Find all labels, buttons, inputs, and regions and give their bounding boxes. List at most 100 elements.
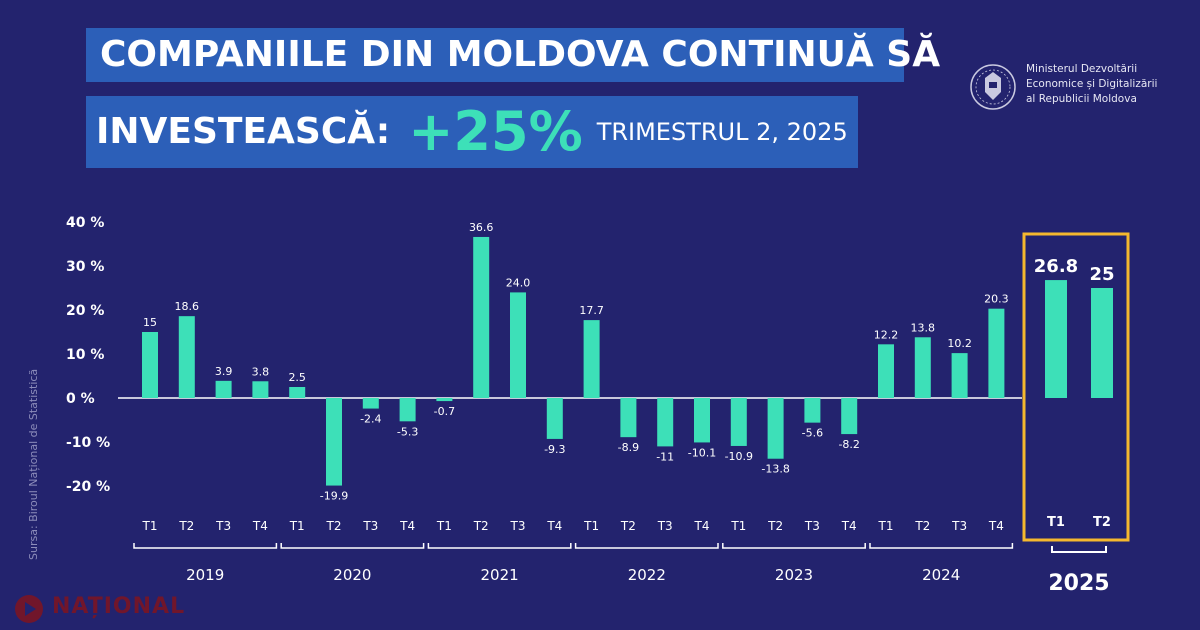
bar xyxy=(436,398,453,402)
x-tick-label: T3 xyxy=(951,519,967,533)
bar xyxy=(473,236,490,398)
headline-text-1: COMPANIILE DIN MOLDOVA CONTINUĂ SĂ xyxy=(100,34,941,75)
watermark-play-icon xyxy=(15,595,43,623)
year-label: 2023 xyxy=(775,566,813,584)
coat-of-arms-icon xyxy=(970,64,1016,110)
year-label: 2020 xyxy=(333,566,371,584)
bar-value-label: -2.4 xyxy=(360,413,381,426)
x-tick-label: T2 xyxy=(620,519,636,533)
x-tick-label: T1 xyxy=(583,519,599,533)
bar xyxy=(252,381,269,398)
bar-value-label: 17.7 xyxy=(579,304,604,317)
bar xyxy=(657,398,674,447)
x-tick-label: T1 xyxy=(878,519,894,533)
bar xyxy=(694,398,710,443)
bar xyxy=(362,398,379,409)
year-bracket xyxy=(280,543,425,549)
bar-value-labels: 15 18.6 3.9 3.8 2.5 -19.9 -2.4 -5.3 -0.7 36.6 24.0… xyxy=(143,221,1115,503)
headline-percent: +25% xyxy=(408,100,583,163)
year-bracket xyxy=(869,543,1014,549)
bar-value-label: 18.6 xyxy=(175,300,200,313)
x-tick-label: T1 xyxy=(436,519,452,533)
bar-value-label: -10.9 xyxy=(725,450,753,463)
ministry-name: Ministerul Dezvoltării Economice și Digi… xyxy=(1026,62,1157,107)
bar-value-label: -5.6 xyxy=(802,427,823,440)
y-tick-label: 10 % xyxy=(66,347,104,363)
year-label: 2021 xyxy=(481,566,519,584)
ministry-name-line-1: Ministerul Dezvoltării xyxy=(1026,63,1138,75)
bar-value-label: 20.3 xyxy=(984,293,1009,306)
headline-text-2: INVESTEASCĂ: xyxy=(96,111,391,152)
ministry-name-line-2: Economice și Digitalizării xyxy=(1026,78,1158,90)
watermark: NAȚIONAL xyxy=(12,592,212,626)
bar xyxy=(620,398,637,438)
x-tick-label: T2 xyxy=(914,519,930,533)
x-tick-label: T1 xyxy=(142,519,158,533)
x-tick-label: T4 xyxy=(252,519,268,533)
bar-value-label: -8.9 xyxy=(618,441,639,454)
x-tick-label: T4 xyxy=(399,519,415,533)
bar xyxy=(730,398,747,446)
bar-value-label: -8.2 xyxy=(838,438,859,451)
bar xyxy=(546,398,563,439)
bar xyxy=(510,292,526,398)
bar xyxy=(988,308,1005,398)
x-tick-label: T1 xyxy=(289,519,305,533)
x-tick-label: T2 xyxy=(473,519,489,533)
y-tick-label: -20 % xyxy=(66,479,110,495)
bar xyxy=(1091,288,1113,398)
watermark-text: NAȚIONAL xyxy=(52,594,186,619)
y-tick-label: -10 % xyxy=(66,435,110,451)
x-tick-label: T1 xyxy=(1047,515,1065,530)
bar xyxy=(951,353,968,398)
x-tick-label: T2 xyxy=(326,519,342,533)
y-axis: 40 % 30 % 20 % 10 % 0 % -10 % -20 % xyxy=(66,215,110,495)
x-tick-label: T3 xyxy=(804,519,820,533)
year-label: 2025 xyxy=(1048,571,1109,596)
bar xyxy=(914,337,931,398)
year-bracket xyxy=(722,543,866,549)
x-tick-label: T3 xyxy=(362,519,378,533)
year-bracket xyxy=(1051,546,1107,553)
x-tick-label: T4 xyxy=(988,519,1004,533)
ministry-name-line-3: al Republicii Moldova xyxy=(1026,93,1137,105)
x-tick-label: T3 xyxy=(510,519,526,533)
x-axis: T1 T2 T3 T4 2019 T1 T2 T3 T4 2020 T1 T2 T3 T4 2021 T1 T2… xyxy=(133,515,1111,596)
bar xyxy=(878,344,894,398)
x-tick-label: T1 xyxy=(730,519,746,533)
bar xyxy=(178,316,195,398)
highlight-box-2025 xyxy=(1022,232,1130,542)
bar xyxy=(804,398,821,423)
bar xyxy=(289,387,306,398)
bar xyxy=(1045,280,1067,398)
x-tick-label: T3 xyxy=(657,519,673,533)
bar xyxy=(215,380,232,398)
bar-value-label: 24.0 xyxy=(506,276,531,289)
bars xyxy=(142,236,1113,486)
y-tick-label: 30 % xyxy=(66,259,104,275)
bar-value-label: 36.6 xyxy=(469,221,494,234)
bar-value-label: 3.8 xyxy=(252,365,270,378)
bar-value-label: 25 xyxy=(1089,264,1114,285)
x-tick-label: T2 xyxy=(1093,515,1111,530)
x-tick-label: T4 xyxy=(841,519,857,533)
y-tick-label: 40 % xyxy=(66,215,104,231)
y-tick-label: 20 % xyxy=(66,303,104,319)
bar xyxy=(767,398,784,459)
x-tick-label: T3 xyxy=(215,519,231,533)
bar-value-label: -19.9 xyxy=(320,490,348,503)
x-tick-label: T2 xyxy=(767,519,783,533)
bar-value-label: 15 xyxy=(143,316,157,329)
bar-value-label: 2.5 xyxy=(288,371,306,384)
year-bracket xyxy=(427,543,572,549)
bar xyxy=(841,398,858,435)
bar-value-label: 26.8 xyxy=(1034,256,1078,277)
headline-line-1: COMPANIILE DIN MOLDOVA CONTINUĂ SĂ xyxy=(86,28,940,82)
year-bracket xyxy=(133,543,278,549)
year-label: 2019 xyxy=(186,566,224,584)
bar-value-label: -9.3 xyxy=(544,443,565,456)
bar xyxy=(399,398,416,422)
year-label: 2024 xyxy=(922,566,960,584)
bar xyxy=(583,320,600,398)
